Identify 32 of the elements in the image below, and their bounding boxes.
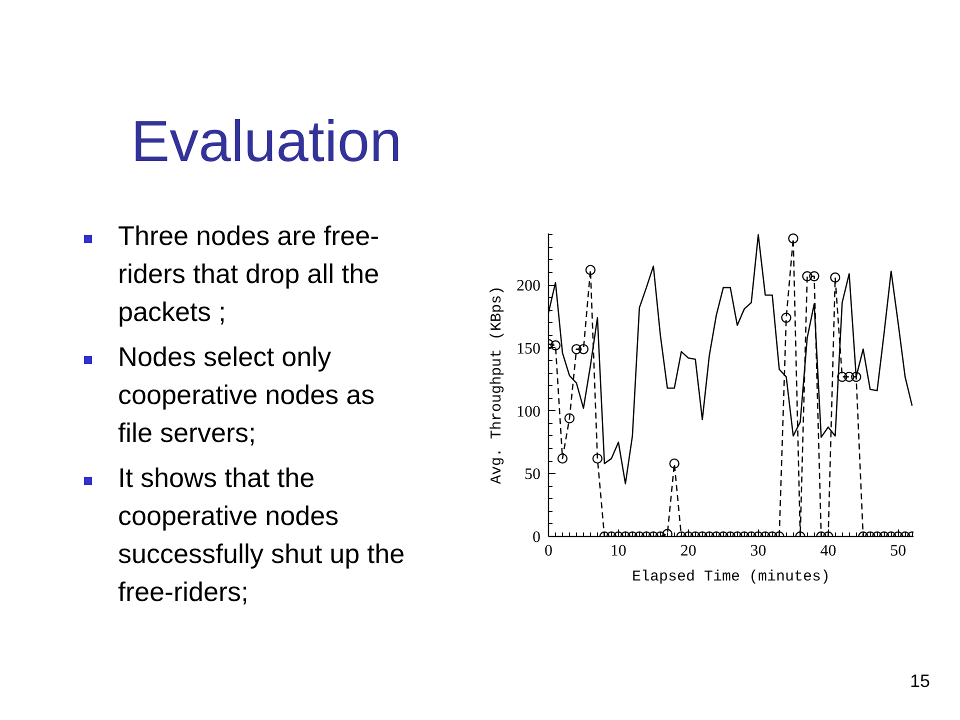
- y-tick-label: 100: [516, 403, 540, 420]
- point: [564, 413, 575, 424]
- point: [578, 344, 589, 354]
- x-axis-title: Elapsed Time (minutes): [632, 568, 830, 586]
- x-tick-label: 20: [680, 542, 696, 560]
- y-tick-label: 0: [532, 529, 540, 546]
- point: [781, 312, 792, 323]
- point: [830, 272, 840, 283]
- chart-title: Evaluation: [130, 108, 402, 174]
- point: [571, 344, 582, 354]
- point: [788, 234, 798, 244]
- point: [844, 372, 854, 382]
- y-tick-label: 150: [516, 340, 540, 358]
- point: [585, 264, 596, 276]
- x-tick-label: 0: [544, 542, 552, 560]
- text: Nodes select only cooperative nodes as file servers;: [117, 341, 376, 450]
- x-tick-label: 30: [750, 542, 766, 560]
- point: [851, 372, 862, 382]
- point: [550, 340, 561, 350]
- y-axis-title: Avg. Throughput (KBps): [488, 286, 506, 484]
- x-tick-label: 40: [820, 542, 836, 560]
- text: 15: [910, 671, 930, 691]
- point: [809, 271, 820, 282]
- point: [662, 528, 672, 536]
- x-tick-label: 10: [610, 542, 626, 560]
- point: [837, 372, 848, 382]
- y-tick-label: 50: [524, 466, 540, 484]
- text: It shows that the cooperative nodes successfully shut up the free-riders;: [117, 462, 406, 609]
- text: Three nodes are free-riders that drop all the packets ;: [117, 220, 380, 329]
- y-tick-label: 200: [516, 278, 540, 295]
- point: [802, 271, 812, 282]
- x-tick-label: 50: [890, 542, 906, 560]
